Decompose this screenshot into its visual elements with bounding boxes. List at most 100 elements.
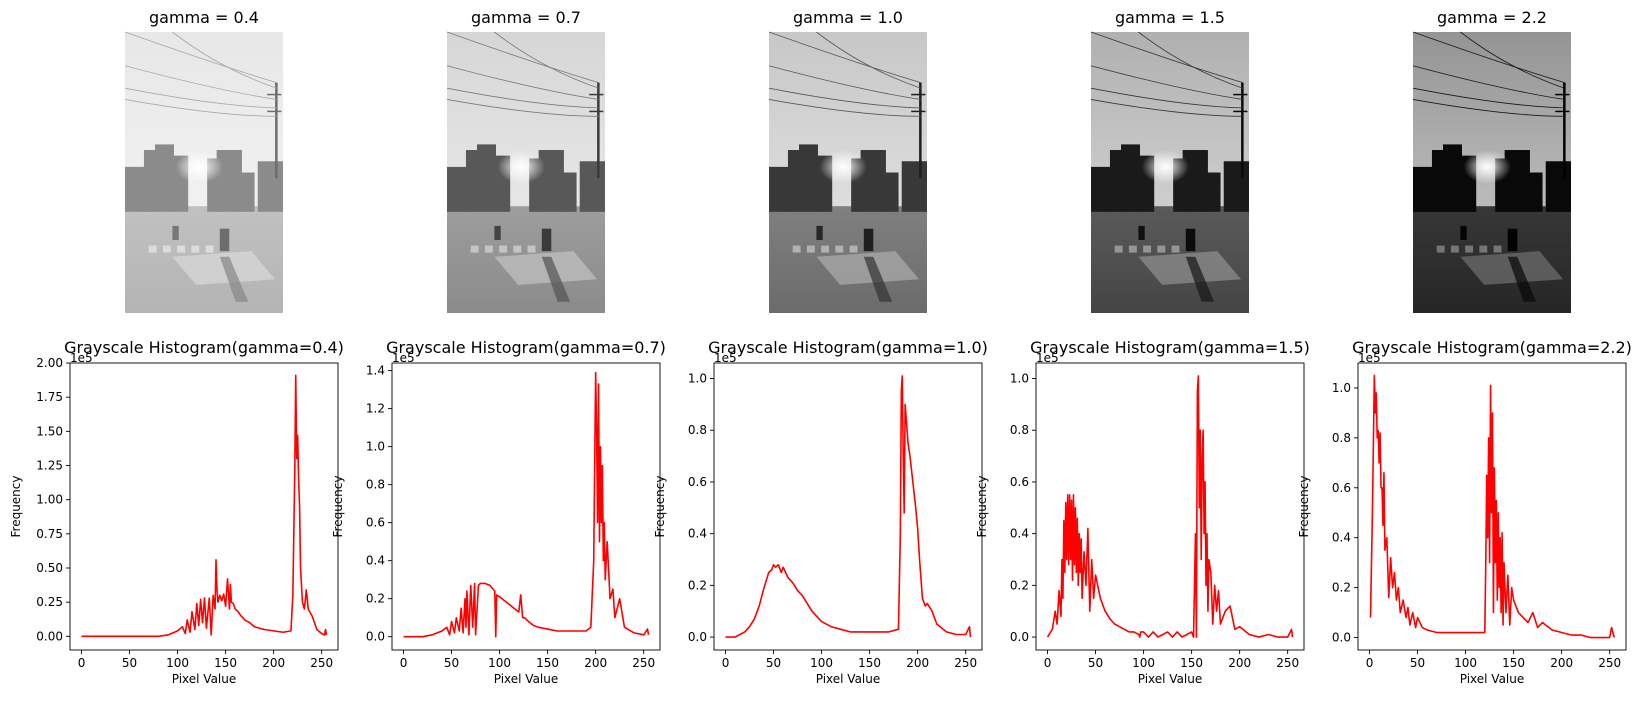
power-line — [768, 87, 921, 109]
crosswalk-stripe — [792, 245, 801, 253]
rider — [219, 228, 230, 252]
power-line — [124, 87, 277, 109]
utility-pole — [275, 82, 278, 179]
y-offset-text: 1e5 — [1036, 351, 1059, 365]
gamma-image-1: gamma = 0.4 — [124, 8, 283, 313]
rider — [1460, 225, 1467, 240]
x-tick-label: 250 — [1598, 656, 1621, 670]
power-line — [1090, 31, 1243, 83]
building — [882, 172, 899, 212]
y-axis-label: Frequency — [9, 476, 23, 538]
x-tick-label: 250 — [954, 656, 977, 670]
x-tick-label: 200 — [1228, 656, 1251, 670]
axes-frame — [1357, 362, 1627, 651]
building — [155, 144, 174, 212]
crosswalk-stripe — [470, 245, 479, 253]
y-tick-label: 1.0 — [688, 372, 707, 386]
x-axis-label: Pixel Value — [172, 672, 237, 686]
power-line — [1090, 99, 1243, 117]
building — [1109, 150, 1123, 212]
x-tick-label: 250 — [1276, 656, 1299, 670]
chart-title: Grayscale Histogram(gamma=0.7) — [386, 338, 666, 357]
x-tick-label: 50 — [122, 656, 137, 670]
image-title: gamma = 1.5 — [1115, 8, 1225, 27]
x-axis-label: Pixel Value — [1460, 672, 1525, 686]
building — [538, 150, 564, 212]
building — [769, 166, 792, 212]
shadow — [863, 256, 893, 302]
power-line — [1412, 65, 1565, 100]
pole-arm — [589, 110, 604, 113]
y-tick-label: 0.4 — [1332, 531, 1351, 545]
gamma-images: gamma = 0.4 gamma = 0.7 gamma = 1.0 gamma =… — [124, 8, 1571, 313]
building — [1526, 172, 1543, 212]
histogram-line — [403, 371, 650, 638]
power-line — [1090, 87, 1243, 109]
image-title: gamma = 1.0 — [793, 8, 903, 27]
chart-title: Grayscale Histogram(gamma=1.0) — [708, 338, 988, 357]
building — [1504, 150, 1530, 212]
pole-arm — [911, 110, 926, 113]
road-glare — [1138, 251, 1242, 285]
shadow — [541, 256, 571, 302]
x-tick-label: 0 — [78, 656, 86, 670]
utility-pole — [1563, 82, 1566, 179]
y-tick-label: 0.8 — [688, 423, 707, 437]
power-line — [1090, 65, 1243, 100]
power-line — [446, 65, 599, 100]
pole-arm — [267, 93, 282, 96]
x-tick-label: 100 — [810, 656, 833, 670]
rider — [1507, 228, 1518, 252]
crosswalk-stripe — [513, 245, 522, 253]
x-tick-label: 250 — [310, 656, 333, 670]
gamma-image-2: gamma = 0.7 — [446, 8, 605, 313]
building — [238, 172, 255, 212]
y-axis-label: Frequency — [331, 476, 345, 538]
gamma-image-5: gamma = 2.2 — [1412, 8, 1571, 313]
y-tick-label: 0.25 — [36, 595, 63, 609]
x-tick-label: 200 — [584, 656, 607, 670]
crosswalk-stripe — [1114, 245, 1123, 253]
x-axis-label: Pixel Value — [494, 672, 559, 686]
building — [477, 144, 496, 212]
crosswalk-stripe — [1465, 245, 1474, 253]
power-line — [446, 99, 599, 117]
building — [860, 150, 886, 212]
utility-pole — [919, 82, 922, 179]
power-line — [1412, 31, 1565, 83]
power-line — [1460, 31, 1565, 89]
building — [1204, 172, 1221, 212]
pole-arm — [911, 93, 926, 96]
y-axis-label: Frequency — [1297, 476, 1311, 538]
power-line — [768, 99, 921, 117]
x-tick-label: 0 — [400, 656, 408, 670]
x-tick-label: 0 — [1044, 656, 1052, 670]
image-title: gamma = 2.2 — [1437, 8, 1547, 27]
y-tick-label: 0.00 — [36, 629, 63, 643]
crosswalk-stripe — [1493, 245, 1502, 253]
building — [560, 172, 577, 212]
pole-arm — [589, 93, 604, 96]
pole-arm — [1555, 93, 1570, 96]
building — [143, 150, 157, 212]
histogram-line — [81, 374, 328, 638]
crosswalk-stripe — [162, 245, 171, 253]
y-tick-label: 1.0 — [366, 440, 385, 454]
y-tick-label: 1.0 — [1332, 381, 1351, 395]
power-line — [768, 31, 921, 83]
shadow — [219, 256, 249, 302]
power-line — [1138, 31, 1243, 89]
pole-arm — [1233, 110, 1248, 113]
crosswalk-stripe — [806, 245, 815, 253]
y-tick-label: 0.4 — [1010, 527, 1029, 541]
crosswalk-stripe — [821, 245, 830, 253]
y-tick-label: 0.0 — [688, 630, 707, 644]
sun-glow — [1141, 150, 1189, 184]
x-axis-label: Pixel Value — [816, 672, 881, 686]
utility-pole — [1241, 82, 1244, 179]
crosswalk-stripe — [527, 245, 536, 253]
power-line — [1412, 99, 1565, 117]
x-tick-label: 0 — [722, 656, 730, 670]
y-tick-label: 0.50 — [36, 561, 63, 575]
